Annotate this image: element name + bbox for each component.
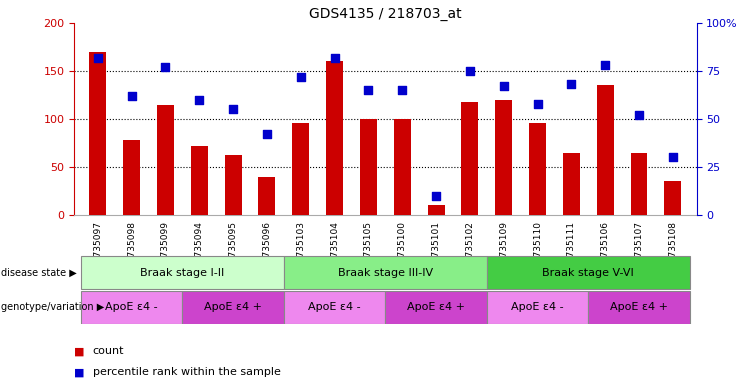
Bar — [81, 291, 182, 324]
Bar — [665, 182, 681, 215]
Bar — [292, 123, 309, 215]
Bar — [326, 61, 343, 215]
Point — [227, 106, 239, 113]
Text: ApoE ε4 -: ApoE ε4 - — [105, 302, 158, 312]
Text: count: count — [93, 346, 124, 356]
Text: genotype/variation ▶: genotype/variation ▶ — [1, 302, 104, 312]
Point — [531, 101, 543, 107]
Bar — [259, 177, 276, 215]
Point — [464, 68, 476, 74]
Bar — [487, 256, 690, 289]
Text: disease state ▶: disease state ▶ — [1, 268, 76, 278]
Text: ApoE ε4 +: ApoE ε4 + — [610, 302, 668, 312]
Point — [193, 97, 205, 103]
Bar — [393, 119, 411, 215]
Bar — [495, 100, 512, 215]
Text: Braak stage III-IV: Braak stage III-IV — [338, 268, 433, 278]
Bar — [563, 152, 580, 215]
Text: Braak stage V-VI: Braak stage V-VI — [542, 268, 634, 278]
Text: ■: ■ — [74, 346, 84, 356]
Bar — [588, 291, 690, 324]
Bar — [225, 155, 242, 215]
Text: ApoE ε4 +: ApoE ε4 + — [204, 302, 262, 312]
Bar — [487, 291, 588, 324]
Text: percentile rank within the sample: percentile rank within the sample — [93, 367, 281, 377]
Point — [633, 112, 645, 118]
Point — [362, 87, 374, 93]
Bar — [284, 256, 487, 289]
Bar — [182, 291, 284, 324]
Text: ApoE ε4 -: ApoE ε4 - — [308, 302, 361, 312]
Point — [295, 74, 307, 80]
Point — [329, 55, 341, 61]
Bar — [462, 102, 479, 215]
Bar — [123, 140, 140, 215]
Point — [667, 154, 679, 161]
Bar — [631, 152, 648, 215]
Text: Braak stage I-II: Braak stage I-II — [140, 268, 225, 278]
Point — [396, 87, 408, 93]
Point — [92, 55, 104, 61]
Bar — [90, 52, 106, 215]
Text: ApoE ε4 +: ApoE ε4 + — [407, 302, 465, 312]
Point — [126, 93, 138, 99]
Bar — [385, 291, 487, 324]
Bar — [597, 86, 614, 215]
Point — [261, 131, 273, 137]
Point — [159, 64, 171, 70]
Text: ApoE ε4 -: ApoE ε4 - — [511, 302, 564, 312]
Bar — [284, 291, 385, 324]
Title: GDS4135 / 218703_at: GDS4135 / 218703_at — [309, 7, 462, 21]
Point — [498, 83, 510, 89]
Bar — [157, 104, 174, 215]
Bar — [81, 256, 284, 289]
Bar — [191, 146, 207, 215]
Bar — [529, 123, 546, 215]
Text: ■: ■ — [74, 367, 84, 377]
Point — [599, 62, 611, 68]
Point — [565, 81, 577, 88]
Point — [430, 193, 442, 199]
Bar — [360, 119, 377, 215]
Bar — [428, 205, 445, 215]
